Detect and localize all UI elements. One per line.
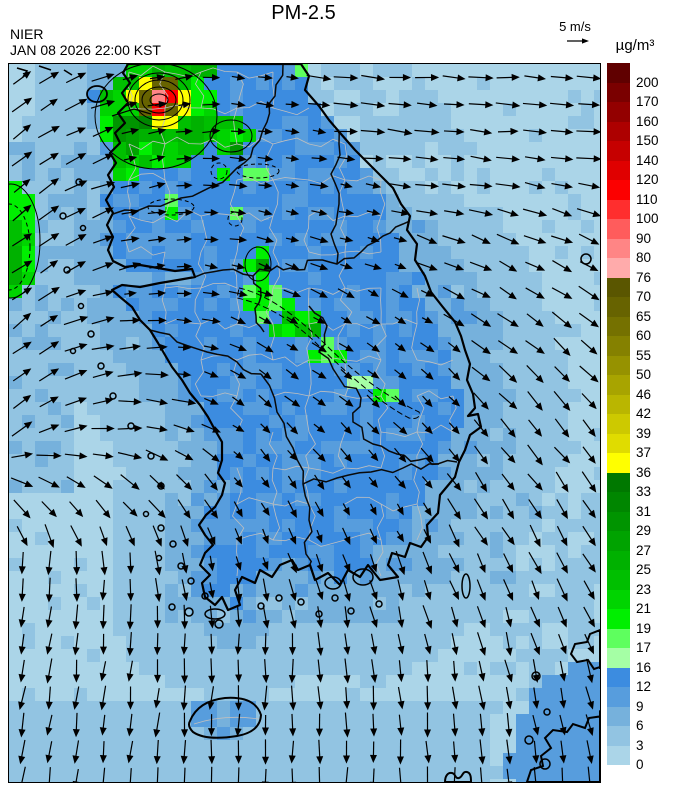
colorbar-tick-label: 27 <box>636 542 652 558</box>
colorbar-tick-label: 42 <box>636 406 652 421</box>
colorbar-tick-label: 31 <box>636 503 652 519</box>
colorbar-block <box>607 199 630 219</box>
colorbar-block <box>607 238 630 258</box>
colorbar-block <box>607 82 630 102</box>
colorbar-block <box>607 355 630 375</box>
colorbar-tick-label: 46 <box>636 386 652 402</box>
colorbar-block <box>607 570 630 590</box>
colorbar-block <box>607 160 630 180</box>
colorbar-block <box>607 121 630 141</box>
colorbar-block <box>607 667 630 687</box>
colorbar-block <box>607 297 630 317</box>
colorbar-tick-label: 60 <box>636 328 652 343</box>
colorbar-tick-label: 55 <box>636 347 652 363</box>
colorbar-tick-label: 29 <box>636 523 652 538</box>
colorbar-block <box>607 219 630 239</box>
colorbar-tick-label: 36 <box>636 464 652 480</box>
colorbar-block <box>607 375 630 395</box>
colorbar-tick-label: 17 <box>636 640 652 655</box>
colorbar-tick-label: 120 <box>636 172 659 187</box>
colorbar-block <box>607 102 630 122</box>
colorbar-tick-label: 21 <box>636 601 652 616</box>
colorbar-block <box>607 258 630 278</box>
colorbar-tick-label: 16 <box>636 659 652 675</box>
colorbar-block <box>607 336 630 356</box>
source-label: NIER <box>10 26 44 42</box>
colorbar-tick-label: 80 <box>636 250 652 265</box>
colorbar-block <box>607 492 630 512</box>
colorbar-block <box>607 726 630 746</box>
colorbar-tick-label: 37 <box>636 445 652 460</box>
colorbar-tick-label: 33 <box>636 484 652 499</box>
colorbar-tick-label: 25 <box>636 562 652 577</box>
colorbar-tick-label: 170 <box>636 94 659 109</box>
colorbar-block <box>607 180 630 200</box>
colorbar-tick-label: 65 <box>636 308 652 324</box>
units-label: µg/m³ <box>615 37 655 54</box>
colorbar-tick-label: 39 <box>636 425 652 441</box>
colorbar-block <box>607 531 630 551</box>
colorbar-block <box>607 706 630 726</box>
colorbar-block <box>607 628 630 648</box>
page-title: PM-2.5 <box>271 2 336 24</box>
colorbar-block <box>607 63 630 83</box>
colorbar-block <box>607 609 630 629</box>
colorbar-tick-label: 12 <box>636 679 652 694</box>
colorbar-tick-label: 6 <box>636 718 644 733</box>
colorbar-block <box>607 589 630 609</box>
colorbar-block <box>607 394 630 414</box>
colorbar-block <box>607 433 630 453</box>
colorbar-tick-label: 23 <box>636 581 652 597</box>
colorbar-block <box>607 316 630 336</box>
colorbar-tick-label: 140 <box>636 152 659 168</box>
colorbar-block <box>607 687 630 707</box>
colorbar <box>607 63 630 765</box>
pm25-concentration-map <box>8 63 601 783</box>
colorbar-tick-label: 110 <box>636 191 658 207</box>
colorbar-block <box>607 472 630 492</box>
colorbar-block <box>607 453 630 473</box>
colorbar-tick-label: 50 <box>636 367 652 382</box>
colorbar-tick-label: 0 <box>636 757 644 772</box>
colorbar-block <box>607 745 630 765</box>
colorbar-tick-label: 70 <box>636 289 652 304</box>
colorbar-block <box>607 550 630 570</box>
colorbar-tick-label: 9 <box>636 698 644 714</box>
colorbar-tick-label: 3 <box>636 737 644 753</box>
colorbar-tick-label: 160 <box>636 113 659 129</box>
colorbar-block <box>607 141 630 161</box>
colorbar-block <box>607 648 630 668</box>
wind-scale-label: 5 m/s <box>559 19 591 34</box>
colorbar-block <box>607 277 630 297</box>
valid-time-label: JAN 08 2026 22:00 KST <box>10 42 161 58</box>
colorbar-labels: 200 170 160 150 140 120 110 100 90 80 76 70 65 60 55 50… <box>636 63 672 773</box>
colorbar-tick-label: 76 <box>636 269 652 285</box>
wind-scale-arrow-icon <box>567 38 589 44</box>
colorbar-tick-label: 200 <box>636 74 659 90</box>
colorbar-tick-label: 100 <box>636 211 659 226</box>
colorbar-tick-label: 90 <box>636 230 652 246</box>
colorbar-block <box>607 511 630 531</box>
colorbar-tick-label: 19 <box>636 620 652 636</box>
colorbar-block <box>607 414 630 434</box>
colorbar-tick-label: 150 <box>636 133 659 148</box>
